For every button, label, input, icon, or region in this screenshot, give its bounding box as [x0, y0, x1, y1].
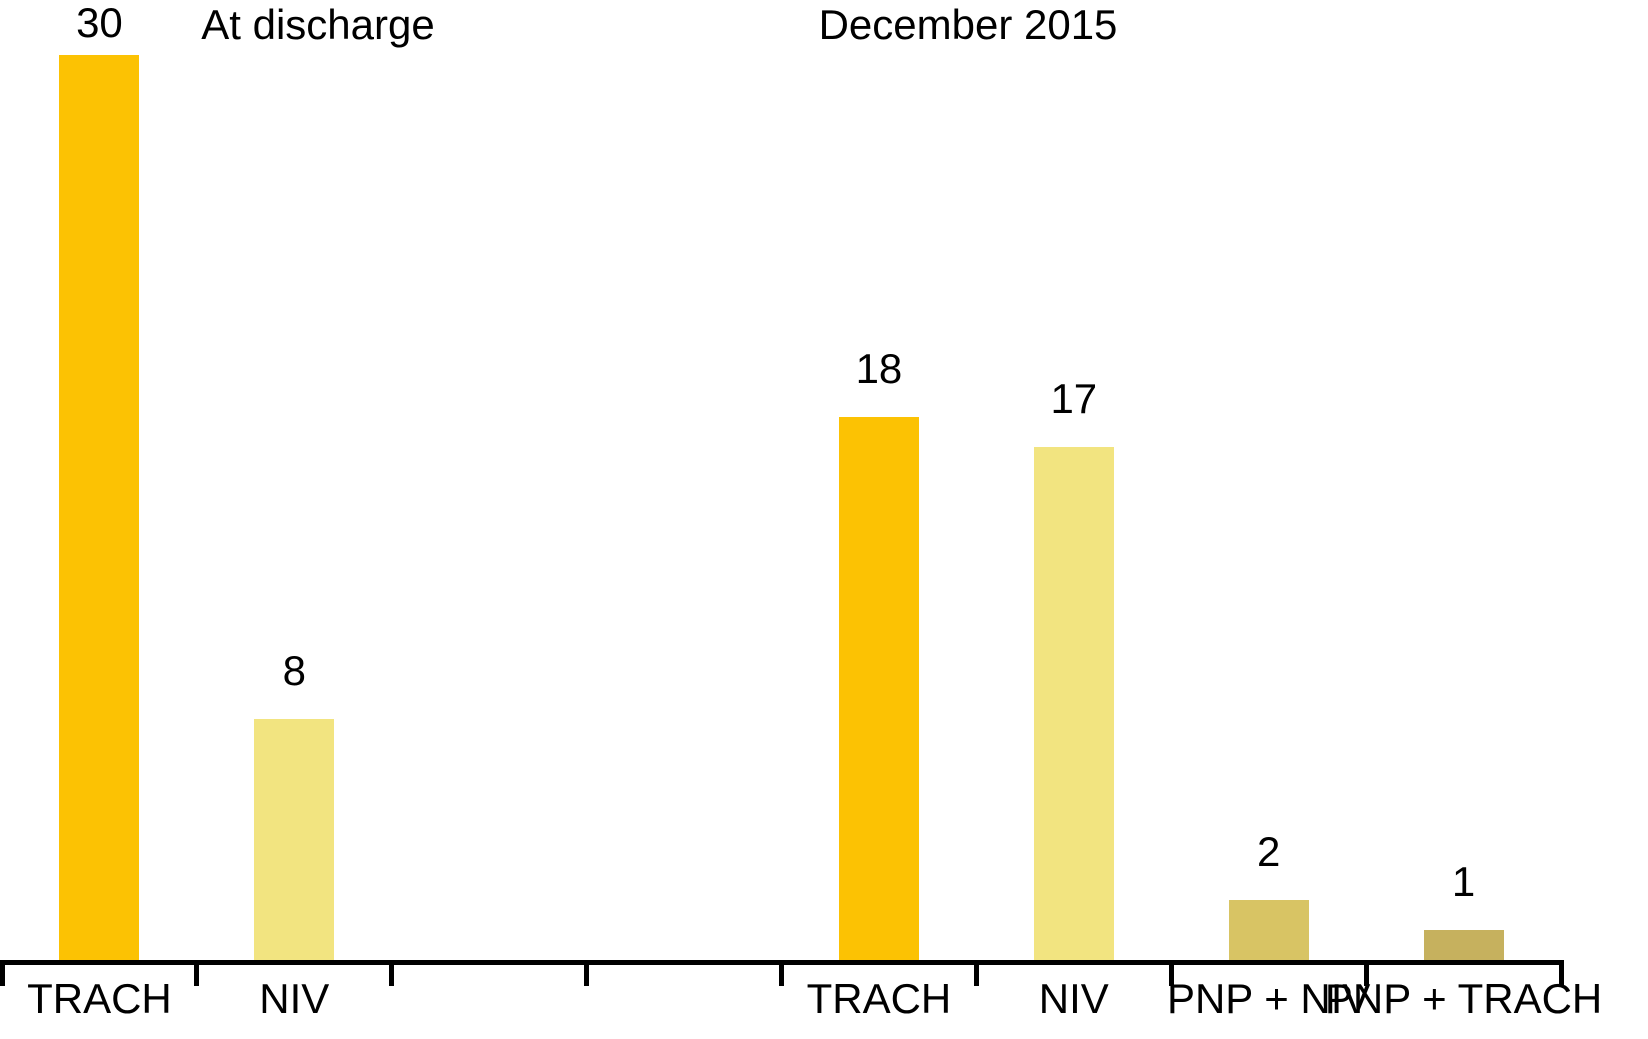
- x-axis-label-niv: NIV: [1038, 975, 1109, 1022]
- bar-value-label: 30: [76, 0, 123, 46]
- x-axis-label-pnp-trach: PNP + TRACH: [1324, 975, 1603, 1022]
- x-axis-tick: [1168, 960, 1174, 986]
- bar-value-label: 1: [1451, 858, 1476, 905]
- bar-pnp-niv-2: [1228, 900, 1309, 960]
- x-axis-tick: [584, 960, 590, 986]
- x-axis-label-trach: TRACH: [27, 975, 172, 1022]
- x-axis-label-pnp-niv: PNP + NIV: [1166, 975, 1371, 1022]
- x-axis-tick: [779, 960, 784, 986]
- bar-value-label: 2: [1257, 828, 1281, 875]
- bar-value-label: 18: [855, 345, 903, 392]
- bar-pnp-trach-1: [1423, 930, 1504, 960]
- group-title-at-discharge: At discharge: [201, 1, 435, 48]
- bar-niv-8: [254, 719, 335, 960]
- bar-trach-18: [838, 417, 919, 960]
- x-axis-label-niv: NIV: [259, 975, 330, 1022]
- bar-value-label: 17: [1050, 375, 1098, 422]
- x-axis-label-trach: TRACH: [806, 975, 952, 1022]
- group-title-december-2015: December 2015: [818, 1, 1118, 48]
- x-axis-tick: [973, 960, 979, 986]
- bar-niv-17: [1033, 447, 1114, 960]
- x-axis-tick: [1558, 960, 1564, 986]
- x-axis-tick: [389, 960, 395, 986]
- bar-trach-30: [59, 55, 140, 960]
- bar-value-label: 8: [282, 647, 306, 694]
- x-axis-tick: [1363, 960, 1369, 986]
- x-axis-tick: [194, 960, 200, 986]
- x-axis-tick: [0, 960, 5, 986]
